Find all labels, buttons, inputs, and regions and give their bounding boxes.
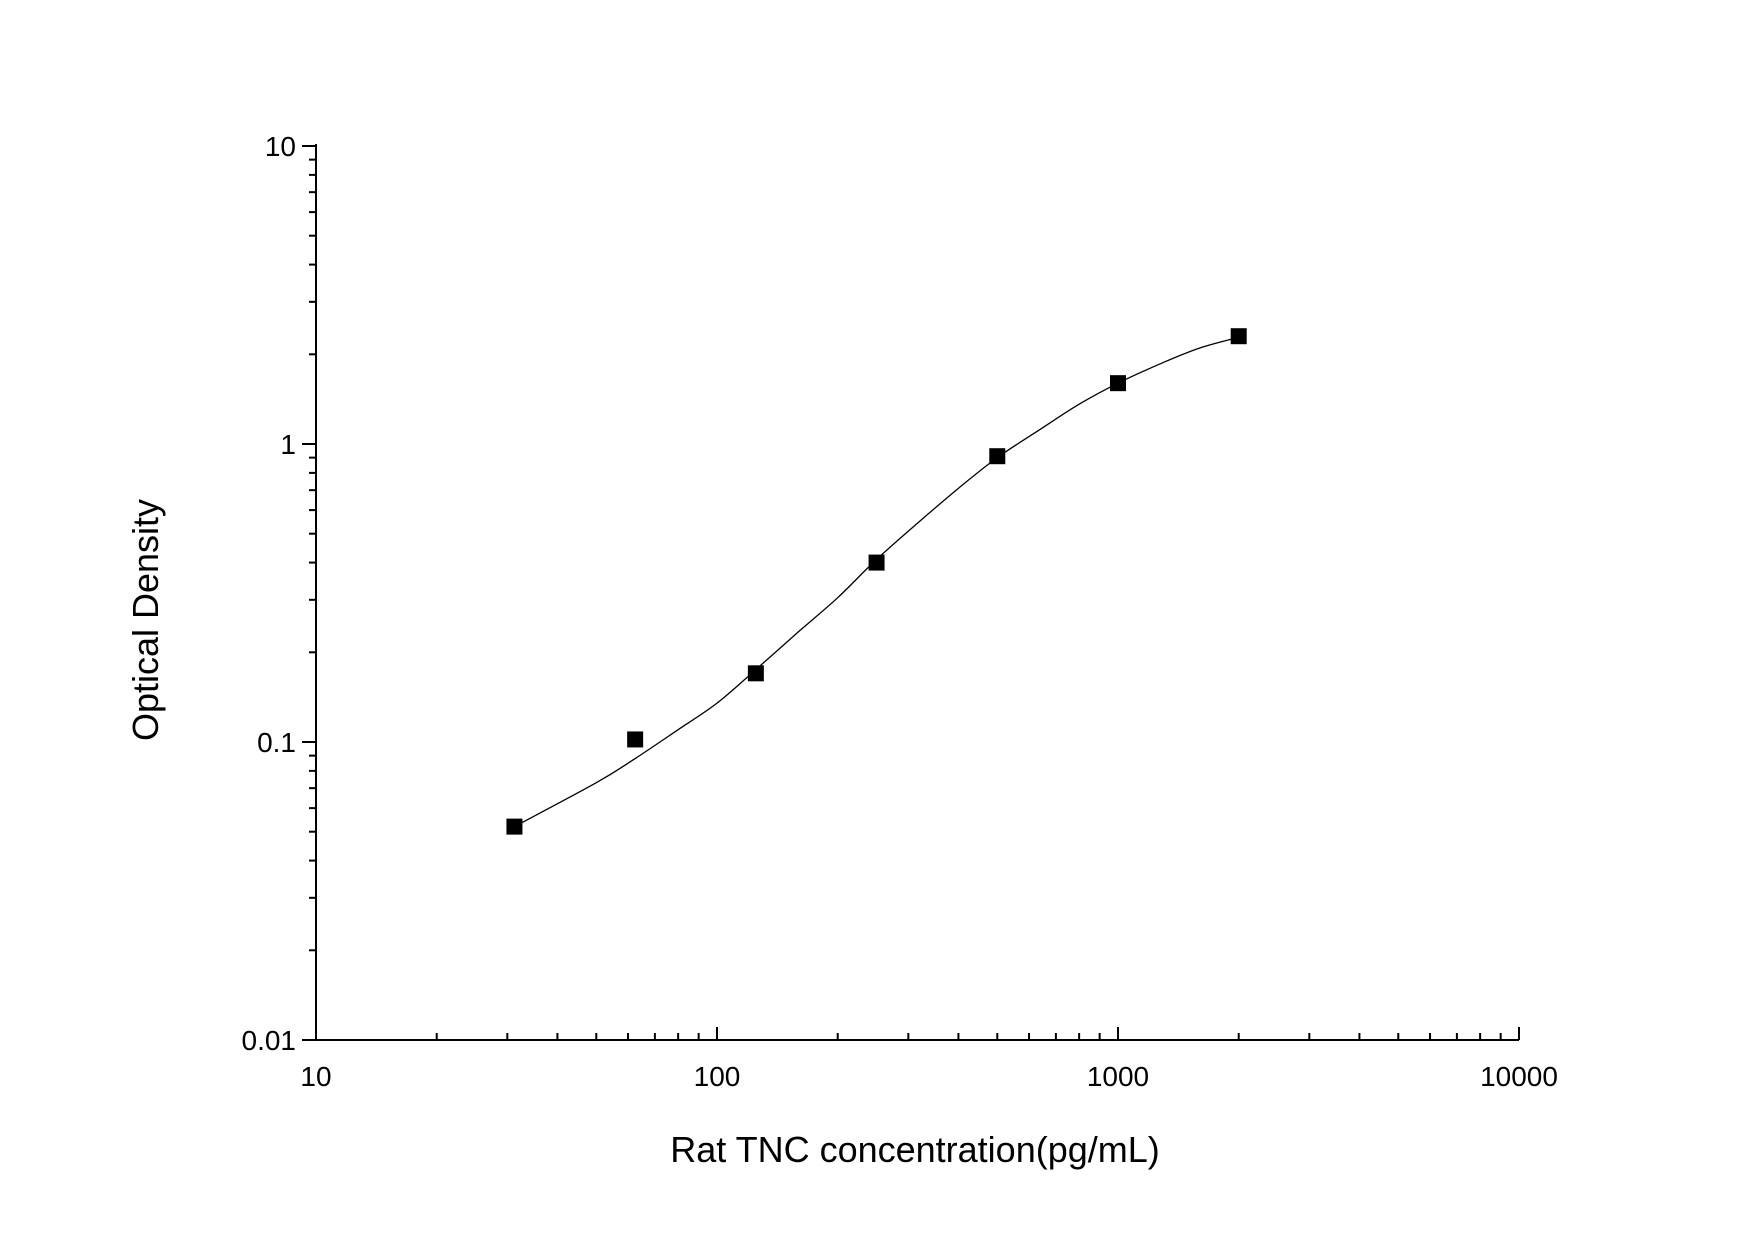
fit-curve-group xyxy=(514,336,1239,828)
data-point xyxy=(506,818,523,835)
x-tick-label: 1000 xyxy=(1087,1061,1149,1092)
fit-curve-line xyxy=(514,336,1239,828)
data-point xyxy=(989,448,1006,465)
data-point xyxy=(1230,328,1247,345)
data-point xyxy=(747,665,764,682)
y-tick-label: 10 xyxy=(265,131,296,162)
x-tick-label: 100 xyxy=(694,1061,741,1092)
x-tick-label: 10 xyxy=(300,1061,331,1092)
x-tick-label: 10000 xyxy=(1480,1061,1558,1092)
data-point xyxy=(1110,375,1126,392)
y-tick-label: 0.01 xyxy=(242,1025,297,1056)
data-points xyxy=(506,328,1247,835)
y-tick-label: 1 xyxy=(280,429,296,460)
data-point xyxy=(627,731,644,748)
y-tick-label: 0.1 xyxy=(257,727,296,758)
y-axis-title: Optical Density xyxy=(125,499,166,741)
x-axis-title: Rat TNC concentration(pg/mL) xyxy=(670,1129,1160,1170)
data-point xyxy=(868,554,885,571)
axes: 10 100 1000 10000 0.01 0.1 1 10 xyxy=(242,131,1558,1092)
